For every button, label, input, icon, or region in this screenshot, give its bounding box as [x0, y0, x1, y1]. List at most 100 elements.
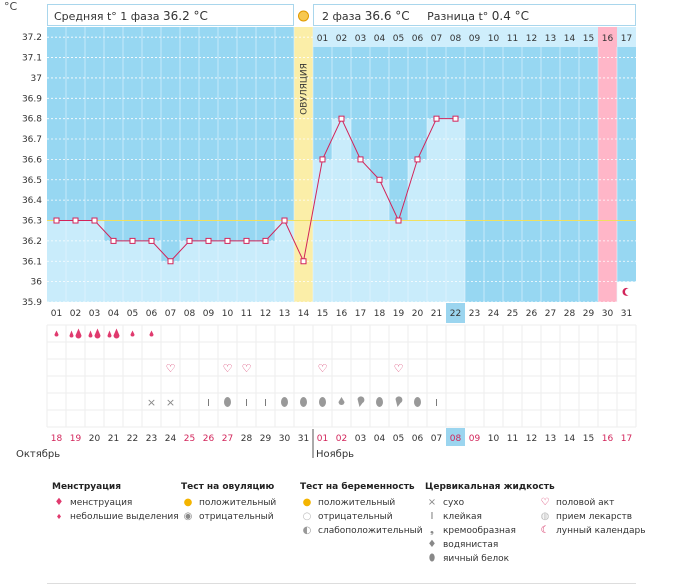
- calendar-date: 14: [564, 434, 576, 444]
- y-tick-label: 35.9: [22, 298, 42, 308]
- diff-label: Разница t°: [427, 10, 489, 23]
- calendar-date: 26: [203, 434, 215, 444]
- cycle-day-label: 19: [393, 309, 405, 319]
- phase2-day-label: 01: [317, 34, 328, 44]
- phase2-day-label: 11: [507, 34, 518, 44]
- cycle-day-label: 05: [127, 309, 138, 319]
- phase2-day-label: 06: [412, 34, 424, 44]
- temperature-bar: [142, 240, 161, 302]
- egg-white-icon: [300, 397, 307, 407]
- calendar-date: 03: [355, 434, 366, 444]
- calendar-date: 17: [621, 434, 632, 444]
- ovulation-label: ОВУЛЯЦИЯ: [300, 63, 310, 115]
- phase2-day-label: 14: [564, 34, 576, 44]
- cycle-day-label: 25: [507, 309, 518, 319]
- y-tick-label: 36.7: [22, 135, 42, 145]
- calendar-date: 08: [450, 434, 462, 444]
- cycle-day-label: 31: [621, 309, 632, 319]
- phase2-day-label: 09: [469, 34, 481, 44]
- calendar-date: 22: [127, 434, 138, 444]
- temperature-bar: [104, 240, 123, 302]
- sticky-icon: I: [430, 511, 434, 522]
- menstruation-icon: [88, 328, 101, 339]
- temperature-point: [300, 258, 307, 265]
- temperature-bar: [427, 118, 446, 303]
- legend-ovulation-test: Тест на овуляцию ● положительный ◉ отрицат…: [181, 482, 276, 524]
- temperature-point: [338, 115, 345, 122]
- calendar-date: 13: [545, 434, 556, 444]
- pill-icon: ◍: [540, 511, 550, 522]
- heart-icon: ♡: [394, 362, 404, 375]
- menstruation-icon: [107, 328, 120, 339]
- legend-item: ◍ прием лекарств: [538, 510, 646, 524]
- cycle-day-label: 24: [488, 309, 500, 319]
- current-day-highlight: [446, 303, 465, 323]
- egg-white-icon: [414, 397, 421, 407]
- phase2-label: 2 фаза: [322, 10, 362, 23]
- heart-icon: ♡: [540, 497, 550, 508]
- diff-value: 0.4 °C: [491, 9, 530, 23]
- calendar-date: 05: [393, 434, 404, 444]
- temperature-point: [433, 115, 440, 122]
- cycle-day-label: 22: [450, 309, 461, 319]
- temperature-point: [186, 237, 193, 244]
- temperature-point: [224, 237, 231, 244]
- cycle-day-label: 02: [70, 309, 81, 319]
- calendar-date: 18: [51, 434, 63, 444]
- sticky-icon: I: [264, 398, 267, 409]
- half-circle-icon: ◐: [302, 525, 312, 536]
- phase2-header: 2 фаза 36.6 °C Разница t° 0.4 °C: [313, 4, 636, 26]
- cycle-day-label: 09: [203, 309, 215, 319]
- phase2-day-label: 15: [583, 34, 594, 44]
- cycle-day-label: 20: [412, 309, 424, 319]
- cycle-day-label: 17: [355, 309, 366, 319]
- temperature-bar: [180, 240, 199, 302]
- phase2-day-label: 07: [431, 34, 442, 44]
- temperature-point: [262, 237, 269, 244]
- calendar-date: 11: [507, 434, 518, 444]
- temperature-bar: [237, 240, 256, 302]
- creamy-icon: [357, 396, 365, 407]
- temperature-bar: [218, 240, 237, 302]
- cycle-day-label: 18: [374, 309, 386, 319]
- temperature-bar: [332, 118, 351, 303]
- temperature-point: [376, 176, 383, 183]
- temperature-point: [357, 156, 364, 163]
- calendar-date: 30: [279, 434, 291, 444]
- phase1-value: 36.2 °C: [163, 9, 208, 23]
- y-tick-label: 36.9: [22, 94, 42, 104]
- temperature-bar: [161, 261, 180, 302]
- phase2-day-label: 13: [545, 34, 556, 44]
- moon-icon: ☾: [540, 525, 550, 536]
- phase2-days-row: [313, 27, 636, 47]
- cycle-day-label: 15: [317, 309, 328, 319]
- watery-icon: [338, 397, 345, 405]
- calendar-date: 15: [583, 434, 594, 444]
- cycle-day-label: 26: [526, 309, 538, 319]
- legend-item: ◐ слабоположительный: [300, 524, 423, 538]
- legend-title: Цервикальная жидкость: [425, 482, 555, 492]
- cycle-day-label: 21: [431, 309, 442, 319]
- y-tick-label: 36.4: [22, 196, 42, 206]
- legend-item: ◉ отрицательный: [181, 510, 276, 524]
- cycle-day-label: 28: [564, 309, 576, 319]
- temperature-point: [414, 156, 421, 163]
- sun-icon: ●: [302, 497, 312, 508]
- dry-icon: ×: [147, 396, 156, 409]
- cycle-day-label: 12: [260, 309, 271, 319]
- y-tick-label: 36: [31, 278, 43, 288]
- legend-item: ○ отрицательный: [300, 510, 423, 524]
- legend-item: ● положительный: [300, 496, 423, 510]
- pink-day-cell: [598, 27, 617, 47]
- sticky-icon: I: [245, 398, 248, 409]
- calendar-date: 16: [602, 434, 614, 444]
- creamy-icon: ❟: [430, 525, 434, 536]
- spotting-icon: [54, 330, 59, 337]
- temperature-line: [56, 117, 456, 263]
- drop-icon: ♦: [55, 513, 63, 521]
- ovulation-sun-icon: [298, 10, 309, 22]
- cycle-day-label: 30: [602, 309, 614, 319]
- calendar-date: 10: [488, 434, 500, 444]
